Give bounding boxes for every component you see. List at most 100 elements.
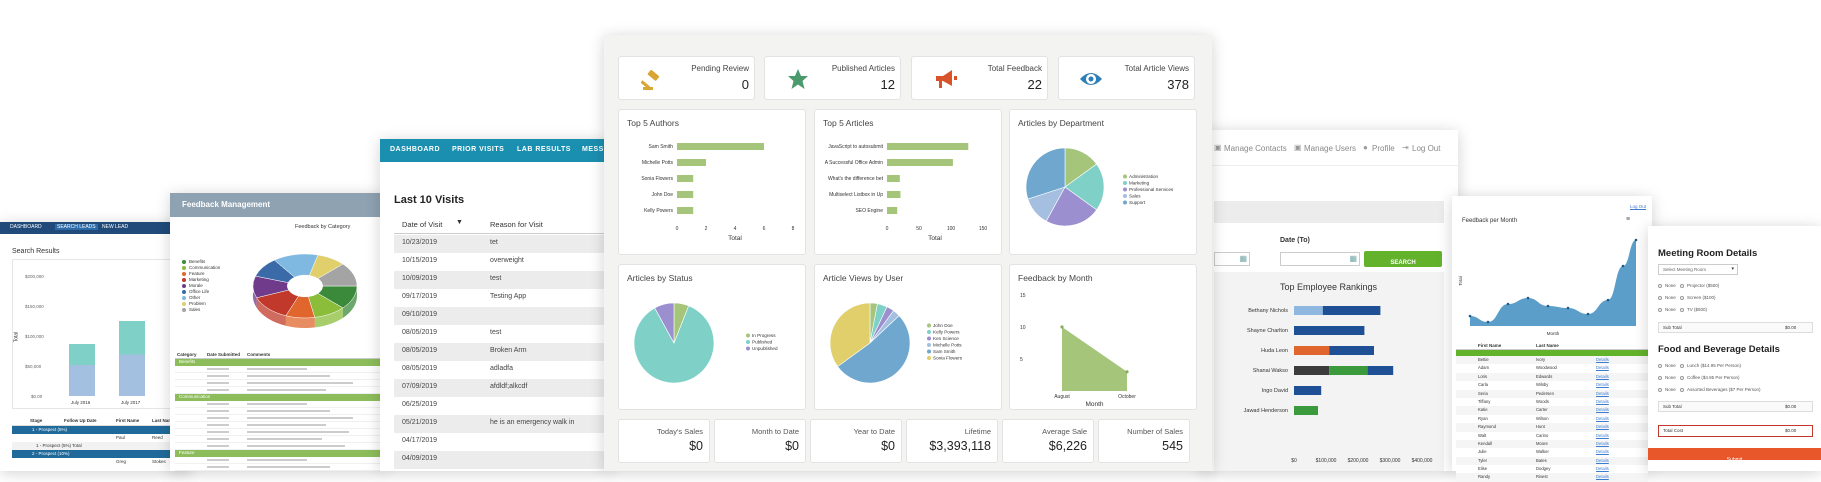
details-link[interactable]: Details <box>1596 449 1609 455</box>
search-button[interactable]: SEARCH <box>1364 251 1442 267</box>
profile-icon[interactable]: ● <box>1363 143 1368 152</box>
menu-log-out[interactable]: Log Out <box>1412 144 1441 153</box>
users-icon[interactable]: ▣ <box>1294 143 1302 152</box>
table-row[interactable]: Randy Rivest Details <box>1456 473 1648 482</box>
col-last-name[interactable]: Last Name <box>152 418 175 423</box>
col-date-of-visit[interactable]: Date of Visit <box>402 220 443 229</box>
table-row[interactable] <box>175 429 385 436</box>
table-row[interactable] <box>175 401 385 408</box>
menu-manage-contacts[interactable]: Manage Contacts <box>1224 144 1287 153</box>
sales-card[interactable]: Average Sale $6,226 <box>1002 419 1094 463</box>
nav-dashboard[interactable]: DASHBOARD <box>390 146 440 153</box>
table-row[interactable]: 09/10/2019 <box>394 307 610 325</box>
radio-button[interactable] <box>1658 308 1662 312</box>
menu-icon[interactable]: ≡ <box>1626 216 1631 223</box>
table-row[interactable]: 10/23/2019 tet <box>394 235 610 253</box>
group-row[interactable]: 2 - Prospect (10%) <box>12 450 190 458</box>
nav-prior-visits[interactable]: PRIOR VISITS <box>452 146 505 153</box>
table-row[interactable]: Elise Dodgey Details <box>1456 465 1648 474</box>
radio-button[interactable] <box>1680 308 1684 312</box>
table-row[interactable]: 10/09/2019 test <box>394 271 610 289</box>
table-row[interactable]: 09/17/2019 Testing App <box>394 289 610 307</box>
table-row[interactable]: 05/21/2019 he is an emergency walk in <box>394 415 610 433</box>
calendar-icon[interactable]: ▦ <box>1349 254 1357 263</box>
col-follow-up[interactable]: Follow Up Date <box>64 418 97 423</box>
table-row[interactable]: Tiffany Woods Details <box>1456 397 1648 407</box>
menu-manage-users[interactable]: Manage Users <box>1304 144 1357 153</box>
table-row[interactable]: 10/15/2019 overweight <box>394 253 610 271</box>
details-link[interactable]: Details <box>1596 390 1609 396</box>
table-row[interactable] <box>175 415 385 422</box>
details-link[interactable]: Details <box>1596 407 1609 413</box>
logout-link[interactable]: Log Out <box>1630 204 1647 209</box>
table-row[interactable]: Walt Carino Details <box>1456 431 1648 440</box>
calendar-icon[interactable]: ▦ <box>1239 254 1247 263</box>
sales-card[interactable]: Lifetime $3,393,118 <box>906 419 998 463</box>
details-link[interactable]: Details <box>1596 474 1609 480</box>
radio-button[interactable] <box>1658 284 1662 288</box>
details-link[interactable]: Details <box>1596 382 1609 388</box>
table-row[interactable]: 08/05/2019 adladfa <box>394 361 610 379</box>
group-header[interactable]: Benefits <box>175 359 385 366</box>
table-row[interactable]: Adam Woodwood Details <box>1456 364 1648 373</box>
table-row[interactable]: Ryan Wilson Details <box>1456 414 1648 424</box>
radio-button[interactable] <box>1680 376 1684 380</box>
table-row[interactable]: Carla Wilsby Details <box>1456 381 1648 390</box>
table-row[interactable] <box>175 380 385 387</box>
radio-button[interactable] <box>1680 388 1684 392</box>
col-reason-for-visit[interactable]: Reason for Visit <box>490 220 543 229</box>
radio-button[interactable] <box>1680 364 1684 368</box>
table-row[interactable]: Julie Walker Details <box>1456 448 1648 457</box>
table-row[interactable]: Tyler Bates Details <box>1456 456 1648 466</box>
table-row[interactable]: 08/05/2019 test <box>394 325 610 343</box>
details-link[interactable]: Details <box>1596 365 1609 371</box>
menu-profile[interactable]: Profile <box>1372 144 1395 153</box>
table-row[interactable]: Katie Carter Details <box>1456 406 1648 415</box>
details-link[interactable]: Details <box>1596 415 1609 421</box>
table-row[interactable] <box>175 373 385 380</box>
details-link[interactable]: Details <box>1596 457 1609 463</box>
nav-new-lead[interactable]: NEW LEAD <box>102 224 129 230</box>
nav-messages[interactable]: MESS <box>582 146 604 153</box>
table-row[interactable] <box>175 366 385 373</box>
radio-button[interactable] <box>1680 284 1684 288</box>
group-header[interactable]: Communication <box>175 394 385 401</box>
radio-button[interactable] <box>1658 388 1662 392</box>
meeting-room-select[interactable]: Select Meeting Room ▾ <box>1658 264 1738 275</box>
details-link[interactable]: Details <box>1596 398 1609 404</box>
details-link[interactable]: Details <box>1596 466 1609 472</box>
col-date-submitted[interactable]: Date Submitted <box>207 352 241 357</box>
table-row[interactable] <box>175 464 385 471</box>
nav-dashboard[interactable]: DASHBOARD <box>10 224 42 230</box>
stat-card-total-feedback[interactable]: Total Feedback 22 <box>911 56 1048 100</box>
radio-button[interactable] <box>1658 296 1662 300</box>
table-row[interactable]: Paul Reed <box>12 434 190 442</box>
stat-card-published-articles[interactable]: Published Articles 12 <box>764 56 901 100</box>
table-row[interactable] <box>175 422 385 429</box>
col-comments[interactable]: Comments <box>247 352 271 357</box>
table-row[interactable]: Kendall Moore Details <box>1456 439 1648 449</box>
col-first-name[interactable]: First Name <box>116 418 140 423</box>
radio-button[interactable] <box>1658 376 1662 380</box>
submit-button[interactable]: Submit <box>1648 448 1821 463</box>
details-link[interactable]: Details <box>1596 357 1609 362</box>
details-link[interactable]: Details <box>1596 440 1609 446</box>
table-row[interactable] <box>175 408 385 415</box>
col-category[interactable]: Category <box>177 352 197 357</box>
details-link[interactable]: Details <box>1596 432 1609 438</box>
table-row[interactable]: 07/09/2019 afdldf;alkcdf <box>394 379 610 397</box>
table-row[interactable]: Loris Edwards Details <box>1456 372 1648 382</box>
stat-card-total-article-views[interactable]: Total Article Views 378 <box>1058 56 1195 100</box>
date-from-input[interactable]: ▦ <box>1214 252 1250 266</box>
table-row[interactable]: Bettie Ivory Details <box>1456 356 1648 365</box>
sort-desc-icon[interactable]: ▼ <box>456 219 463 226</box>
nav-search-leads[interactable]: SEARCH LEADS <box>55 224 98 230</box>
table-row[interactable] <box>175 387 385 394</box>
sales-card[interactable]: Year to Date $0 <box>810 419 902 463</box>
col-first-name[interactable]: First Name <box>1478 343 1502 348</box>
table-row[interactable]: Raymond Hunt Details <box>1456 423 1648 432</box>
table-row[interactable]: 06/25/2019 <box>394 397 610 415</box>
nav-lab-results[interactable]: LAB RESULTS <box>517 146 571 153</box>
sales-card[interactable]: Month to Date $0 <box>714 419 806 463</box>
col-last-name[interactable]: Last Name <box>1536 343 1559 348</box>
